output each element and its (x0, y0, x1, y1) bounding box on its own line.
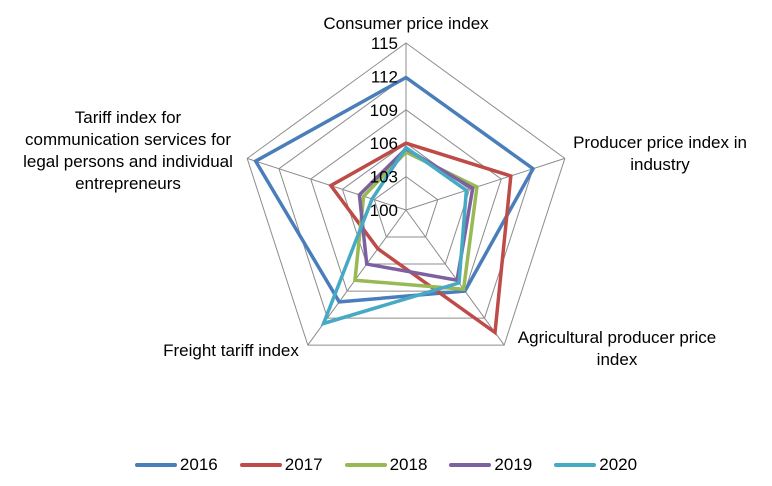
legend-label: 2017 (284, 455, 323, 474)
tick-label: 100 (370, 201, 398, 220)
category-label: Agricultural producer price index (518, 328, 716, 369)
spoke-line (247, 157, 407, 211)
legend-label: 2020 (599, 455, 638, 474)
category-label: Producer price index in industry (573, 133, 747, 174)
spoke-line (405, 209, 505, 346)
legend-swatch (134, 463, 177, 467)
legend-swatch (344, 463, 387, 467)
series-line-2016 (253, 75, 536, 304)
spoke-line (405, 157, 565, 211)
tick-label: 115 (371, 34, 398, 53)
legend: 2016 2017 2018 2019 2020 (0, 455, 772, 475)
radial-tick-labels: 100 103 106 109 112 115 (370, 34, 398, 220)
grid-ring (373, 175, 439, 238)
category-labels: Consumer price index Producer price index… (23, 14, 747, 369)
legend-swatch (239, 463, 282, 467)
category-label: Consumer price index (323, 14, 489, 33)
radar-series (253, 75, 536, 336)
tick-label: 109 (370, 101, 398, 120)
legend-label: 2018 (389, 455, 428, 474)
series-line-2020 (320, 145, 469, 327)
category-label: Freight tariff index (163, 341, 299, 360)
legend-item-2020: 2020 (554, 455, 637, 475)
legend-label: 2016 (179, 455, 218, 474)
series-line-2019 (357, 146, 475, 283)
legend-swatch (449, 463, 492, 467)
tick-label: 106 (370, 134, 398, 153)
grid-ring (246, 42, 566, 346)
legend-item-2019: 2019 (449, 455, 532, 475)
legend-item-2017: 2017 (239, 455, 323, 475)
category-label: Tariff index for communication services f… (23, 108, 233, 193)
legend-swatch (554, 463, 597, 467)
legend-label: 2019 (494, 455, 533, 474)
tick-label: 112 (371, 67, 398, 86)
series-line-2018 (353, 149, 479, 292)
legend-item-2018: 2018 (344, 455, 428, 475)
tick-label: 103 (370, 168, 398, 187)
legend-item-2016: 2016 (134, 455, 218, 475)
